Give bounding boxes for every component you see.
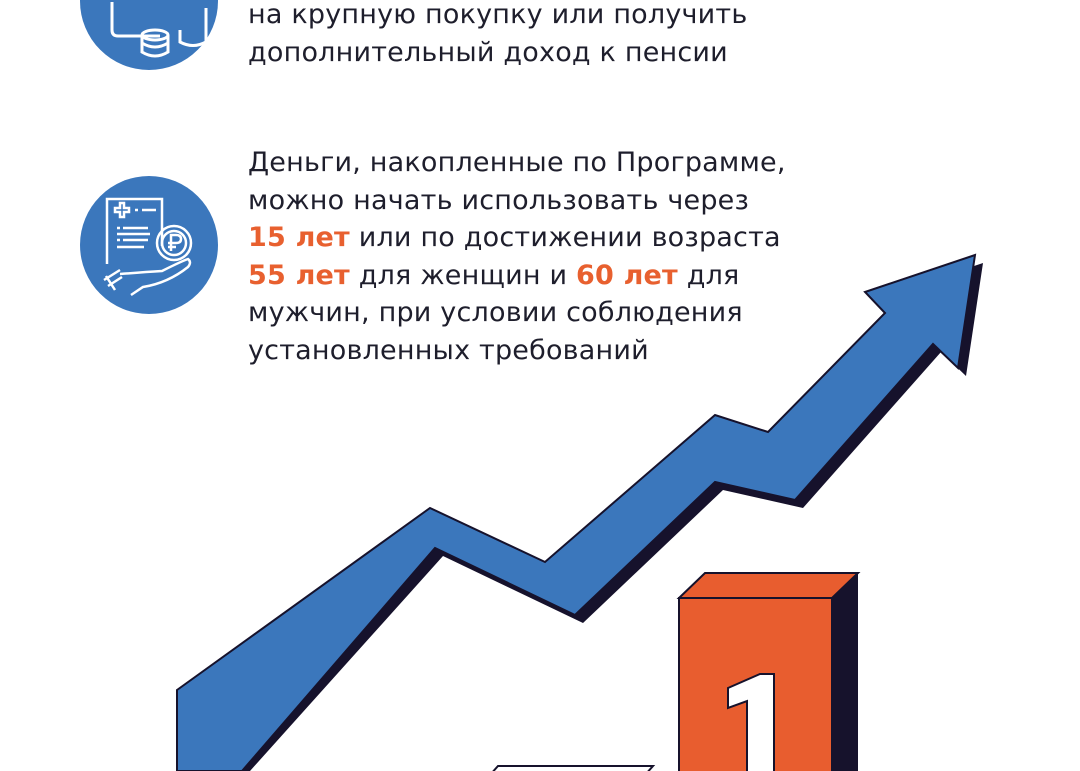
item2-text-fragment: для женщин и bbox=[349, 259, 576, 291]
highlight-15-years: 15 лет bbox=[248, 222, 350, 253]
document-hand-ruble-icon bbox=[103, 197, 193, 297]
item2-line: можно начать использовать через bbox=[248, 184, 750, 216]
item2-text-fragment: для bbox=[677, 259, 740, 291]
highlight-60-years: 60 лет bbox=[576, 259, 678, 291]
item2-line: мужчин, при условии соблюдения bbox=[248, 297, 743, 328]
coins-wallet-icon bbox=[110, 2, 208, 58]
podium-block-1 bbox=[676, 572, 861, 771]
item1-line: дополнительный доход к пенсии bbox=[248, 36, 728, 68]
item2-line: 15 лет или по достижении возраста bbox=[248, 219, 786, 257]
podium-block-2 bbox=[492, 765, 656, 771]
item2-text: Деньги, накопленные по Программе, можно … bbox=[248, 144, 786, 369]
item1-line: на крупную покупку или получить bbox=[248, 0, 748, 30]
item2-line: 55 лет для женщин и 60 лет для bbox=[248, 257, 786, 295]
coins-icon-circle bbox=[80, 0, 218, 70]
growth-arrow bbox=[176, 253, 983, 771]
item2-text-fragment: или по достижении возраста bbox=[349, 222, 781, 253]
highlight-55-years: 55 лет bbox=[248, 259, 350, 291]
arrow-body bbox=[176, 253, 977, 771]
document-icon-circle bbox=[80, 176, 218, 314]
item1-text: на крупную покупку или получить дополнит… bbox=[248, 0, 747, 71]
item2-line: установленных требований bbox=[248, 334, 649, 366]
item2-line: Деньги, накопленные по Программе, bbox=[248, 147, 786, 178]
digit-one-shape bbox=[727, 673, 775, 771]
